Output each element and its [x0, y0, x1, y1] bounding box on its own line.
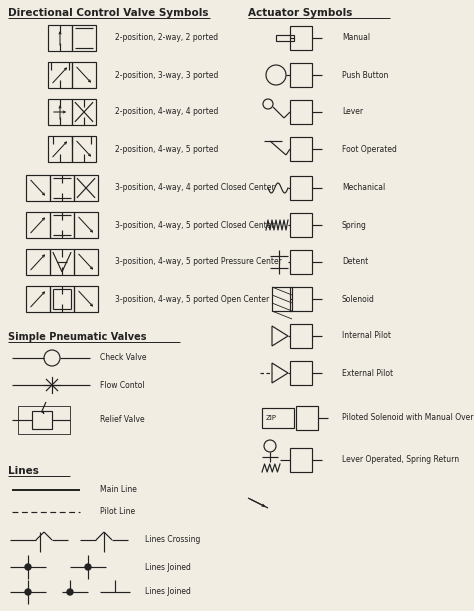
- Bar: [74, 249, 98, 275]
- Text: Foot Operated: Foot Operated: [342, 144, 397, 153]
- Bar: [296, 406, 318, 430]
- Text: Lines Joined: Lines Joined: [145, 563, 191, 571]
- Bar: [50, 175, 74, 201]
- Text: Lever: Lever: [342, 108, 363, 117]
- Bar: [290, 448, 312, 472]
- Text: Directional Control Valve Symbols: Directional Control Valve Symbols: [8, 8, 209, 18]
- Bar: [50, 212, 74, 238]
- Text: 3-position, 4-way, 5 ported Pressure Center: 3-position, 4-way, 5 ported Pressure Cen…: [115, 257, 282, 266]
- Circle shape: [25, 564, 31, 570]
- Bar: [290, 361, 312, 385]
- Text: 3-position, 4-way, 5 ported Closed Center: 3-position, 4-way, 5 ported Closed Cente…: [115, 221, 274, 230]
- Bar: [50, 286, 74, 312]
- Bar: [290, 287, 312, 311]
- Text: External Pilot: External Pilot: [342, 368, 393, 378]
- Bar: [74, 212, 98, 238]
- Bar: [72, 99, 96, 125]
- Text: Piloted Solenoid with Manual Override: Piloted Solenoid with Manual Override: [342, 414, 474, 422]
- Text: Lines Joined: Lines Joined: [145, 588, 191, 596]
- Bar: [290, 324, 312, 348]
- Text: Solenoid: Solenoid: [342, 295, 375, 304]
- Bar: [48, 136, 72, 162]
- Text: Actuator Symbols: Actuator Symbols: [248, 8, 352, 18]
- Bar: [72, 25, 96, 51]
- Text: 2-position, 2-way, 2 ported: 2-position, 2-way, 2 ported: [115, 34, 218, 43]
- Bar: [72, 136, 96, 162]
- Bar: [32, 411, 52, 429]
- Text: Detent: Detent: [342, 257, 368, 266]
- Circle shape: [85, 564, 91, 570]
- Text: Lines: Lines: [8, 466, 39, 476]
- Bar: [48, 25, 72, 51]
- Bar: [72, 62, 96, 88]
- Text: Manual: Manual: [342, 34, 370, 43]
- Bar: [290, 100, 312, 124]
- Bar: [290, 26, 312, 50]
- Text: Main Line: Main Line: [100, 486, 137, 494]
- Circle shape: [25, 589, 31, 595]
- Text: Pilot Line: Pilot Line: [100, 508, 135, 516]
- Bar: [74, 175, 98, 201]
- Bar: [50, 249, 74, 275]
- Text: Relief Valve: Relief Valve: [100, 415, 145, 425]
- Text: ZIP: ZIP: [266, 415, 277, 421]
- Bar: [18, 406, 70, 434]
- Text: Simple Pneumatic Valves: Simple Pneumatic Valves: [8, 332, 146, 342]
- Text: Spring: Spring: [342, 221, 367, 230]
- Bar: [48, 99, 72, 125]
- Bar: [26, 175, 50, 201]
- Bar: [26, 212, 50, 238]
- Text: Check Valve: Check Valve: [100, 354, 146, 362]
- Circle shape: [67, 589, 73, 595]
- Text: 2-position, 4-way, 5 ported: 2-position, 4-way, 5 ported: [115, 144, 219, 153]
- Bar: [290, 250, 312, 274]
- Text: 3-position, 4-way, 4 ported Closed Center: 3-position, 4-way, 4 ported Closed Cente…: [115, 183, 274, 192]
- Text: Push Button: Push Button: [342, 70, 388, 79]
- Bar: [290, 176, 312, 200]
- Text: Flow Contol: Flow Contol: [100, 381, 145, 389]
- Bar: [26, 249, 50, 275]
- Text: Lines Crossing: Lines Crossing: [145, 535, 201, 544]
- Bar: [276, 35, 294, 41]
- Bar: [290, 213, 312, 237]
- Text: Lever Operated, Spring Return: Lever Operated, Spring Return: [342, 455, 459, 464]
- Text: 2-position, 3-way, 3 ported: 2-position, 3-way, 3 ported: [115, 70, 219, 79]
- Text: Internal Pilot: Internal Pilot: [342, 332, 391, 340]
- Bar: [290, 63, 312, 87]
- Bar: [26, 286, 50, 312]
- Bar: [272, 287, 292, 311]
- Bar: [262, 408, 294, 428]
- Bar: [48, 62, 72, 88]
- Text: 2-position, 4-way, 4 ported: 2-position, 4-way, 4 ported: [115, 108, 219, 117]
- Bar: [290, 137, 312, 161]
- Bar: [74, 286, 98, 312]
- Text: Mechanical: Mechanical: [342, 183, 385, 192]
- Text: 3-position, 4-way, 5 ported Open Center: 3-position, 4-way, 5 ported Open Center: [115, 295, 269, 304]
